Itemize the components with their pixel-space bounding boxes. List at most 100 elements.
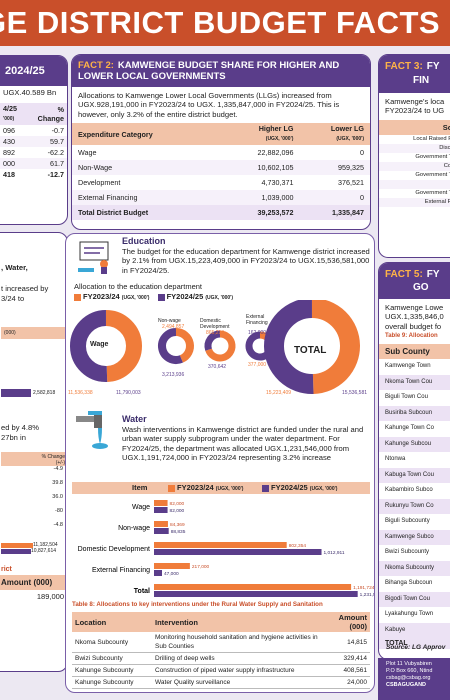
fact3-panel: FACT 3: FY FIN Kamwenge's loca FY2023/24 t… bbox=[378, 54, 450, 258]
education-text: The budget for the education department … bbox=[122, 247, 370, 275]
water-bar-fy2024 bbox=[154, 507, 168, 513]
fact5-text-b: UGX.1,335,846,0 bbox=[385, 312, 444, 322]
fact3-row: Local Raised Reven bbox=[413, 135, 450, 142]
donut-dev-v1: 865,214 bbox=[206, 330, 225, 336]
fact2-panel: FACT 2: KAMWENGE BUDGET SHARE FOR HIGHER … bbox=[71, 54, 371, 230]
education-legend: FY2023/24 (UGX, '000') FY2024/25 (UGX, '… bbox=[74, 292, 233, 301]
fact5-panel: FACT 5: FY GO Kamwenge Lowe UGX.1,335,846,… bbox=[378, 262, 450, 660]
water-bar-fy2023 bbox=[154, 521, 168, 527]
fact3-header: FACT 3: FY FIN bbox=[379, 55, 450, 93]
left-panel-header: 2024/25 bbox=[0, 56, 67, 86]
water-item-label: Domestic Development bbox=[78, 546, 150, 553]
fact2-text: Allocations to Kamwenge Lower Local Gove… bbox=[78, 91, 340, 119]
left-change: -4.9 bbox=[53, 466, 63, 473]
donut-nonwage-fy2024-arc bbox=[158, 328, 183, 364]
water-bar-fy2023-label: 82,000 bbox=[170, 501, 185, 507]
donut-wage-v2: 11,790,003 bbox=[116, 390, 141, 396]
donut-wage-v1: 11,536,338 bbox=[68, 390, 93, 396]
fact5-text-a: Kamwenge Lowe bbox=[385, 303, 444, 312]
water-bar-fy2023-label: 802,354 bbox=[289, 543, 307, 549]
legend-fy2024-swatch bbox=[157, 293, 165, 301]
fact3-row: Government Transf bbox=[415, 189, 450, 196]
donut-ext-label: External Financing bbox=[246, 314, 268, 326]
water-item-label: External Financing bbox=[92, 567, 150, 574]
left-row: 000 61.7 bbox=[0, 158, 67, 170]
left-text-fragment: UGX.40.589 Bn bbox=[3, 88, 57, 97]
donut-ext-v1: 162,000 bbox=[248, 330, 267, 336]
fact5-row: Kabuye bbox=[379, 622, 450, 639]
water-tap-icon bbox=[74, 410, 114, 450]
donut-total-v1: 15,223,409 bbox=[266, 390, 292, 396]
water-bar-fy2024-label: 88,835 bbox=[171, 529, 186, 535]
water-bar-fy2024 bbox=[154, 528, 169, 534]
fact3-source-hdr: Sourc bbox=[379, 119, 450, 135]
water-bar-fy2024-label: 47,000 bbox=[164, 571, 179, 577]
fact5-text-c: overall budget fo bbox=[385, 321, 442, 331]
fact5-source: Source: LG Approv bbox=[386, 644, 446, 651]
fact5-row: Bigodi Town Cou bbox=[379, 591, 450, 608]
fact3-row: Government Transf bbox=[415, 171, 450, 178]
left-row: 430 59.7 bbox=[0, 136, 67, 148]
donut-total-fy2024-arc bbox=[264, 300, 314, 394]
fact5-row: Bwizi Subcounty bbox=[385, 549, 430, 556]
left-change: -4.8 bbox=[53, 522, 63, 529]
left-amount-hdr: Amount (000) bbox=[0, 575, 67, 591]
water-bar-fy2024 bbox=[154, 549, 322, 555]
donut-nonwage-label: Non-wage bbox=[158, 318, 181, 324]
education-heading: Education bbox=[122, 236, 166, 246]
fact5-row: Kabuga Town Cou bbox=[379, 467, 450, 484]
left-panel-top: 2024/25 UGX.40.589 Bn 4/25'000)% Change 0… bbox=[0, 55, 68, 225]
donut-total-v2: 15,536,581 bbox=[342, 390, 368, 396]
water-heading: Water bbox=[122, 414, 147, 424]
water-bar-fy2024 bbox=[154, 570, 162, 576]
fact3-text-b: FY2023/24 to UG bbox=[385, 106, 445, 116]
donut-nonwage-v1: 2,494,857 bbox=[162, 324, 185, 330]
left-table: 4/25'000)% Change 096 -0.7 430 59.7 892 -62.2 0… bbox=[0, 103, 67, 180]
water-table-title: Table 8: Allocations to key intervention… bbox=[72, 601, 323, 608]
water-bar-fy2024-label: 82,000 bbox=[170, 508, 185, 514]
left-row: 096 -0.7 bbox=[3, 126, 64, 136]
donut-dev-label: Domestic Development bbox=[200, 318, 230, 330]
footer-contact: Plot 11 Vubyabiren P.O Box 660, Ntind csba… bbox=[378, 658, 450, 700]
education-alloc-label: Allocation to the education department bbox=[74, 282, 203, 291]
water-item-label: Wage bbox=[132, 504, 150, 511]
fact3-row: Ot bbox=[379, 179, 450, 189]
left-text3a: ed by 4.8% bbox=[1, 423, 39, 433]
fact5-row: Kabambiro Subco bbox=[385, 487, 433, 494]
legend-fy2023-swatch bbox=[74, 293, 81, 301]
left-amount-val: 189,000 bbox=[36, 592, 64, 602]
fact5-row: Kamwenge Subco bbox=[379, 529, 450, 546]
left-change: 39.8 bbox=[52, 480, 63, 487]
water-item-label: Total bbox=[134, 588, 150, 595]
water-table: Location Intervention Amount (000) Nkoma… bbox=[72, 612, 370, 689]
left-bars2: 11,182,504 10,827,614 bbox=[1, 542, 67, 554]
water-bar-fy2023-label: 1,191,724 bbox=[353, 585, 375, 591]
fact5-row: Kahunge Town Co bbox=[385, 425, 434, 432]
water-table-row: Nkoma Subcounty Monitoring household sani… bbox=[72, 632, 370, 653]
left-row: 418 -12.7 bbox=[3, 170, 64, 180]
fact5-row: Biguli Subcounty bbox=[385, 518, 430, 525]
water-bar-fy2024 bbox=[154, 591, 358, 597]
fact2-col-hlg: Higher LG (UGX, '000') bbox=[258, 124, 294, 143]
banner-title: GE DISTRICT BUDGET FACTS FY20 bbox=[0, 5, 450, 40]
fact5-row: Nkoma Town Cou bbox=[379, 374, 450, 391]
fact2-col-category: Expenditure Category bbox=[78, 129, 153, 139]
donut-dev-v2: 370,642 bbox=[208, 364, 227, 370]
donut-total-label: TOTAL bbox=[294, 345, 327, 356]
water-bar-fy2023-label: 217,000 bbox=[192, 564, 210, 570]
water-bar-fy2024-label: 1,231,546 bbox=[360, 592, 375, 598]
water-item-label: Non-wage bbox=[118, 525, 150, 532]
donut-nonwage bbox=[158, 328, 194, 364]
fact5-row: Lyakahungu Town bbox=[385, 611, 434, 618]
fact5-col-subcounty: Sub County bbox=[379, 344, 450, 360]
left-section-heading: , Water, bbox=[1, 263, 28, 272]
fact5-row: Biguli Town Cou bbox=[385, 394, 428, 401]
water-bar-fy2024-label: 1,012,911 bbox=[324, 550, 345, 556]
fact5-row: Ntonwa bbox=[385, 456, 406, 463]
fact3-row: External Financ bbox=[379, 197, 450, 207]
fact5-row: Kamwenge Town bbox=[385, 363, 431, 370]
fact2-total-row: Total District Budget 39,253,572 1,335,847 bbox=[72, 205, 370, 221]
donut-total-fy2023-arc bbox=[311, 300, 360, 394]
donut-wage bbox=[70, 310, 142, 382]
left-text-b: 3/24 to bbox=[1, 293, 25, 303]
